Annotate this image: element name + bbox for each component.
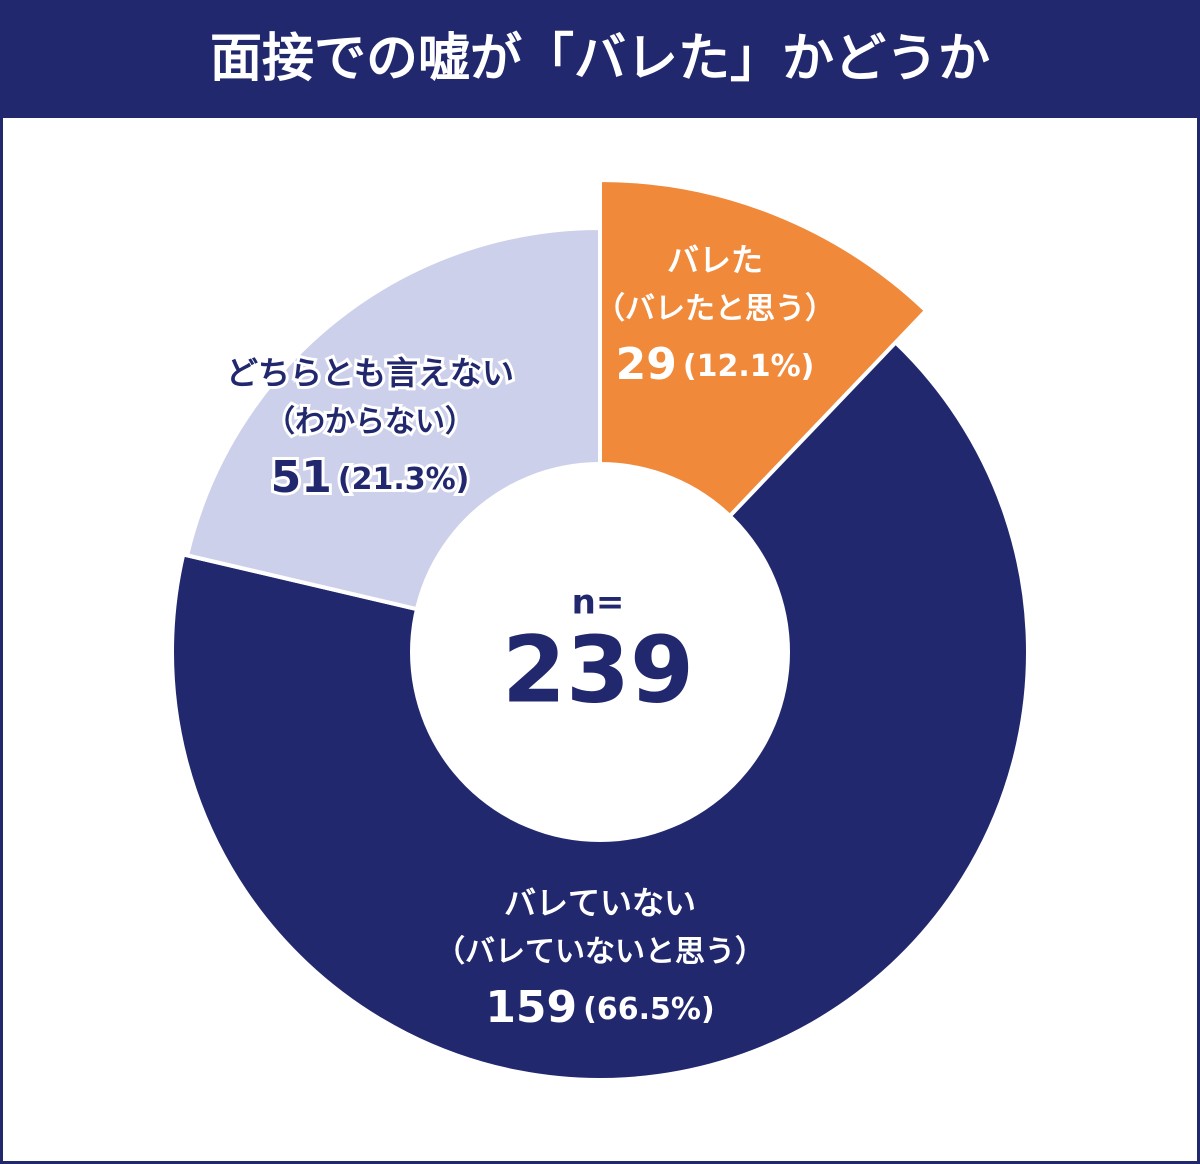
slice-value: 29 — [616, 339, 677, 390]
slice-percent: (21.3%) — [338, 462, 470, 497]
chart-title: 面接での嘘が「バレた」かどうか — [210, 29, 990, 89]
slice-value-group: 159 (66.5%) — [485, 982, 714, 1033]
slice-sublabel: （バレていないと思う） — [435, 935, 765, 970]
slice-value: 51 — [271, 452, 332, 503]
slice-percent: (12.1%) — [683, 349, 815, 384]
total: 239 — [502, 616, 694, 723]
slice-label: バレた — [667, 241, 763, 279]
slice-value: 159 — [485, 982, 577, 1033]
slice-percent: (66.5%) — [583, 992, 715, 1027]
slice-sublabel: （バレたと思う） — [595, 292, 835, 327]
slice-label: どちらとも言えない — [226, 354, 514, 392]
slice-sublabel: （わからない） — [265, 405, 475, 440]
donut-hole — [410, 462, 790, 842]
slice-value-group: 51 (21.3%) — [271, 452, 470, 503]
slice-value-group: 29 (12.1%) — [616, 339, 815, 390]
slice-label: バレていない — [504, 884, 696, 922]
center-label: n= — [572, 583, 625, 623]
